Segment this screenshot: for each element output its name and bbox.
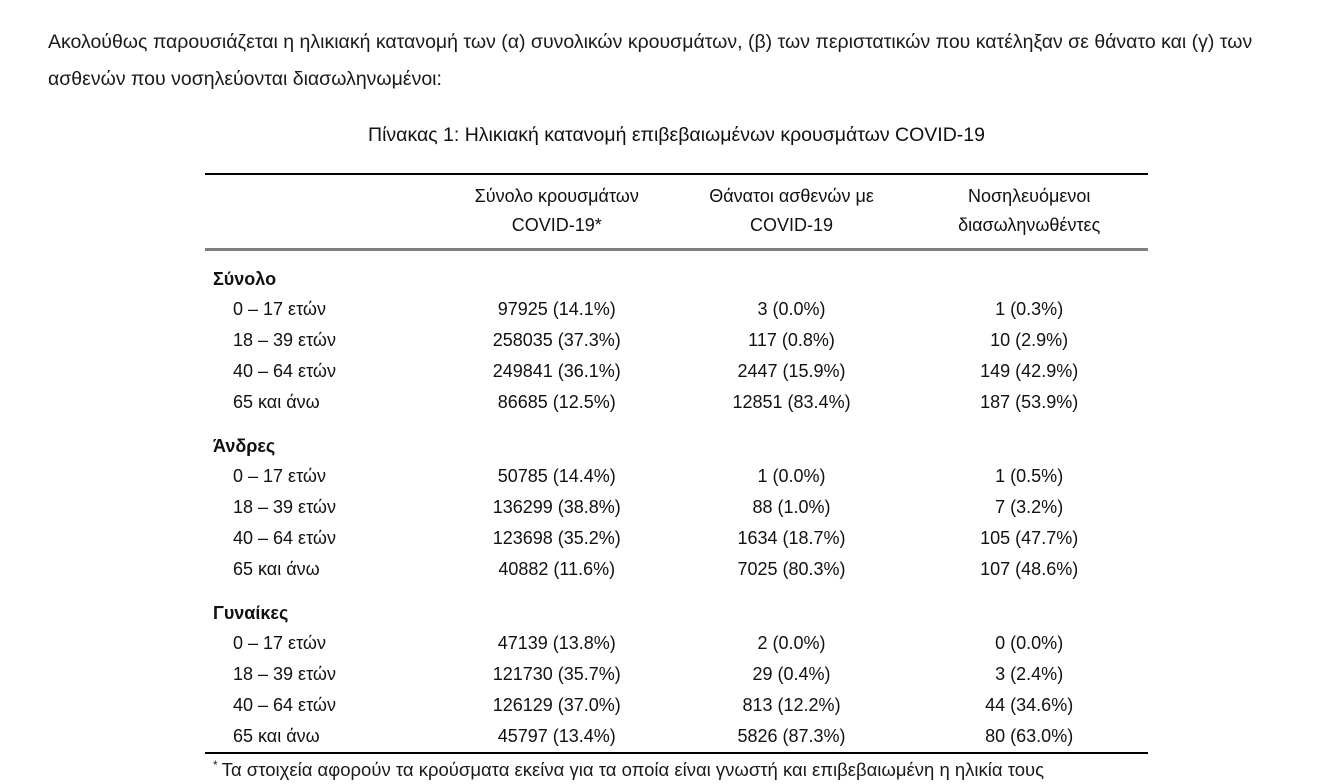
cases-cell: 258035 (37.3%) bbox=[492, 330, 621, 350]
table-title: Πίνακας 1: Ηλικιακή κατανομή επιβεβαιωμέ… bbox=[368, 124, 985, 146]
cases-cell: 50785 (14.4%) bbox=[497, 466, 616, 486]
table-row: 65 και άνω 45797 (13.4%) 5826 (87.3%) 80… bbox=[205, 721, 1148, 753]
deaths-cell: 5826 (87.3%) bbox=[737, 726, 846, 746]
cases-cell: 47139 (13.8%) bbox=[497, 633, 616, 653]
age-cell: 40 – 64 ετών bbox=[233, 528, 336, 548]
table-row: 0 – 17 ετών 47139 (13.8%) 2 (0.0%) 0 (0.… bbox=[205, 628, 1148, 659]
header-total-cases: Σύνολο κρουσμάτων COVID-19* bbox=[441, 174, 673, 250]
intubated-cell: 3 (2.4%) bbox=[995, 664, 1064, 684]
group-header-row-men: Άνδρες bbox=[205, 418, 1148, 461]
age-cell: 18 – 39 ετών bbox=[233, 497, 336, 517]
deaths-cell: 29 (0.4%) bbox=[752, 664, 831, 684]
footnote-asterisk: * bbox=[213, 758, 218, 772]
table-row: 18 – 39 ετών 258035 (37.3%) 117 (0.8%) 1… bbox=[205, 325, 1148, 356]
header-deaths-line1: Θάνατοι ασθενών με bbox=[709, 186, 874, 206]
deaths-cell: 12851 (83.4%) bbox=[732, 392, 851, 412]
intubated-cell: 7 (3.2%) bbox=[995, 497, 1064, 517]
table-row: 40 – 64 ετών 123698 (35.2%) 1634 (18.7%)… bbox=[205, 523, 1148, 554]
covid-age-distribution-table: Σύνολο κρουσμάτων COVID-19* Θάνατοι ασθε… bbox=[205, 173, 1148, 754]
deaths-cell: 1 (0.0%) bbox=[757, 466, 826, 486]
table-row: 65 και άνω 40882 (11.6%) 7025 (80.3%) 10… bbox=[205, 554, 1148, 585]
age-cell: 65 και άνω bbox=[233, 559, 320, 579]
header-empty-cell bbox=[205, 174, 441, 250]
intubated-cell: 1 (0.3%) bbox=[995, 299, 1064, 319]
deaths-cell: 3 (0.0%) bbox=[757, 299, 826, 319]
intubated-cell: 80 (63.0%) bbox=[985, 726, 1074, 746]
cases-cell: 40882 (11.6%) bbox=[498, 559, 616, 579]
header-deaths-line2: COVID-19 bbox=[750, 215, 834, 235]
age-cell: 0 – 17 ετών bbox=[233, 633, 326, 653]
header-intubated-line1: Νοσηλευόμενοι bbox=[967, 186, 1091, 206]
table-row: 18 – 39 ετών 136299 (38.8%) 88 (1.0%) 7 … bbox=[205, 492, 1148, 523]
header-deaths: Θάνατοι ασθενών με COVID-19 bbox=[673, 174, 911, 250]
intubated-cell: 0 (0.0%) bbox=[995, 633, 1064, 653]
header-intubated: Νοσηλευόμενοι διασωληνωθέντες bbox=[910, 174, 1148, 250]
cases-cell: 97925 (14.1%) bbox=[497, 299, 616, 319]
deaths-cell: 2 (0.0%) bbox=[757, 633, 826, 653]
age-cell: 65 και άνω bbox=[233, 392, 320, 412]
intubated-cell: 149 (42.9%) bbox=[980, 361, 1079, 381]
table-row: 0 – 17 ετών 50785 (14.4%) 1 (0.0%) 1 (0.… bbox=[205, 461, 1148, 492]
header-row: Σύνολο κρουσμάτων COVID-19* Θάνατοι ασθε… bbox=[205, 174, 1148, 250]
footnote-text: Τα στοιχεία αφορούν τα κρούσματα εκείνα … bbox=[221, 759, 1045, 781]
cases-cell: 123698 (35.2%) bbox=[492, 528, 621, 548]
group-header-row-total: Σύνολο bbox=[205, 250, 1148, 295]
intubated-cell: 1 (0.5%) bbox=[995, 466, 1064, 486]
group-label: Γυναίκες bbox=[213, 603, 289, 623]
intro-paragraph: Ακολούθως παρουσιάζεται η ηλικιακή καταν… bbox=[48, 31, 1253, 90]
deaths-cell: 813 (12.2%) bbox=[742, 695, 841, 715]
table-row: 40 – 64 ετών 249841 (36.1%) 2447 (15.9%)… bbox=[205, 356, 1148, 387]
deaths-cell: 88 (1.0%) bbox=[752, 497, 831, 517]
group-label: Σύνολο bbox=[213, 269, 277, 289]
intubated-cell: 10 (2.9%) bbox=[990, 330, 1069, 350]
group-header-row-women: Γυναίκες bbox=[205, 585, 1148, 628]
age-cell: 40 – 64 ετών bbox=[233, 361, 336, 381]
intubated-cell: 107 (48.6%) bbox=[980, 559, 1079, 579]
age-cell: 0 – 17 ετών bbox=[233, 466, 326, 486]
age-cell: 65 και άνω bbox=[233, 726, 320, 746]
group-label: Άνδρες bbox=[213, 436, 276, 456]
table-footnote: * Τα στοιχεία αφορούν τα κρούσματα εκείνα… bbox=[205, 758, 1148, 781]
table-row: 18 – 39 ετών 121730 (35.7%) 29 (0.4%) 3 … bbox=[205, 659, 1148, 690]
table-section: Πίνακας 1: Ηλικιακή κατανομή επιβεβαιωμέ… bbox=[205, 124, 1148, 781]
intubated-cell: 105 (47.7%) bbox=[980, 528, 1079, 548]
header-intubated-line2: διασωληνωθέντες bbox=[958, 215, 1101, 235]
age-cell: 18 – 39 ετών bbox=[233, 330, 336, 350]
header-total-cases-line2: COVID-19* bbox=[511, 215, 602, 235]
cases-cell: 126129 (37.0%) bbox=[492, 695, 621, 715]
age-cell: 0 – 17 ετών bbox=[233, 299, 326, 319]
age-cell: 18 – 39 ετών bbox=[233, 664, 336, 684]
intubated-cell: 44 (34.6%) bbox=[985, 695, 1074, 715]
age-cell: 40 – 64 ετών bbox=[233, 695, 336, 715]
deaths-cell: 117 (0.8%) bbox=[748, 330, 835, 350]
deaths-cell: 2447 (15.9%) bbox=[737, 361, 846, 381]
table-row: 0 – 17 ετών 97925 (14.1%) 3 (0.0%) 1 (0.… bbox=[205, 294, 1148, 325]
cases-cell: 86685 (12.5%) bbox=[497, 392, 616, 412]
table-row: 40 – 64 ετών 126129 (37.0%) 813 (12.2%) … bbox=[205, 690, 1148, 721]
table-row: 65 και άνω 86685 (12.5%) 12851 (83.4%) 1… bbox=[205, 387, 1148, 418]
intubated-cell: 187 (53.9%) bbox=[980, 392, 1079, 412]
cases-cell: 249841 (36.1%) bbox=[492, 361, 621, 381]
deaths-cell: 1634 (18.7%) bbox=[737, 528, 846, 548]
header-total-cases-line1: Σύνολο κρουσμάτων bbox=[474, 186, 639, 206]
cases-cell: 121730 (35.7%) bbox=[492, 664, 621, 684]
cases-cell: 136299 (38.8%) bbox=[492, 497, 621, 517]
deaths-cell: 7025 (80.3%) bbox=[737, 559, 846, 579]
cases-cell: 45797 (13.4%) bbox=[497, 726, 616, 746]
